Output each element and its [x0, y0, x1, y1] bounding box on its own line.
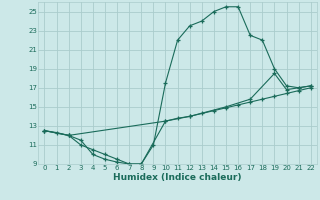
X-axis label: Humidex (Indice chaleur): Humidex (Indice chaleur) [113, 173, 242, 182]
